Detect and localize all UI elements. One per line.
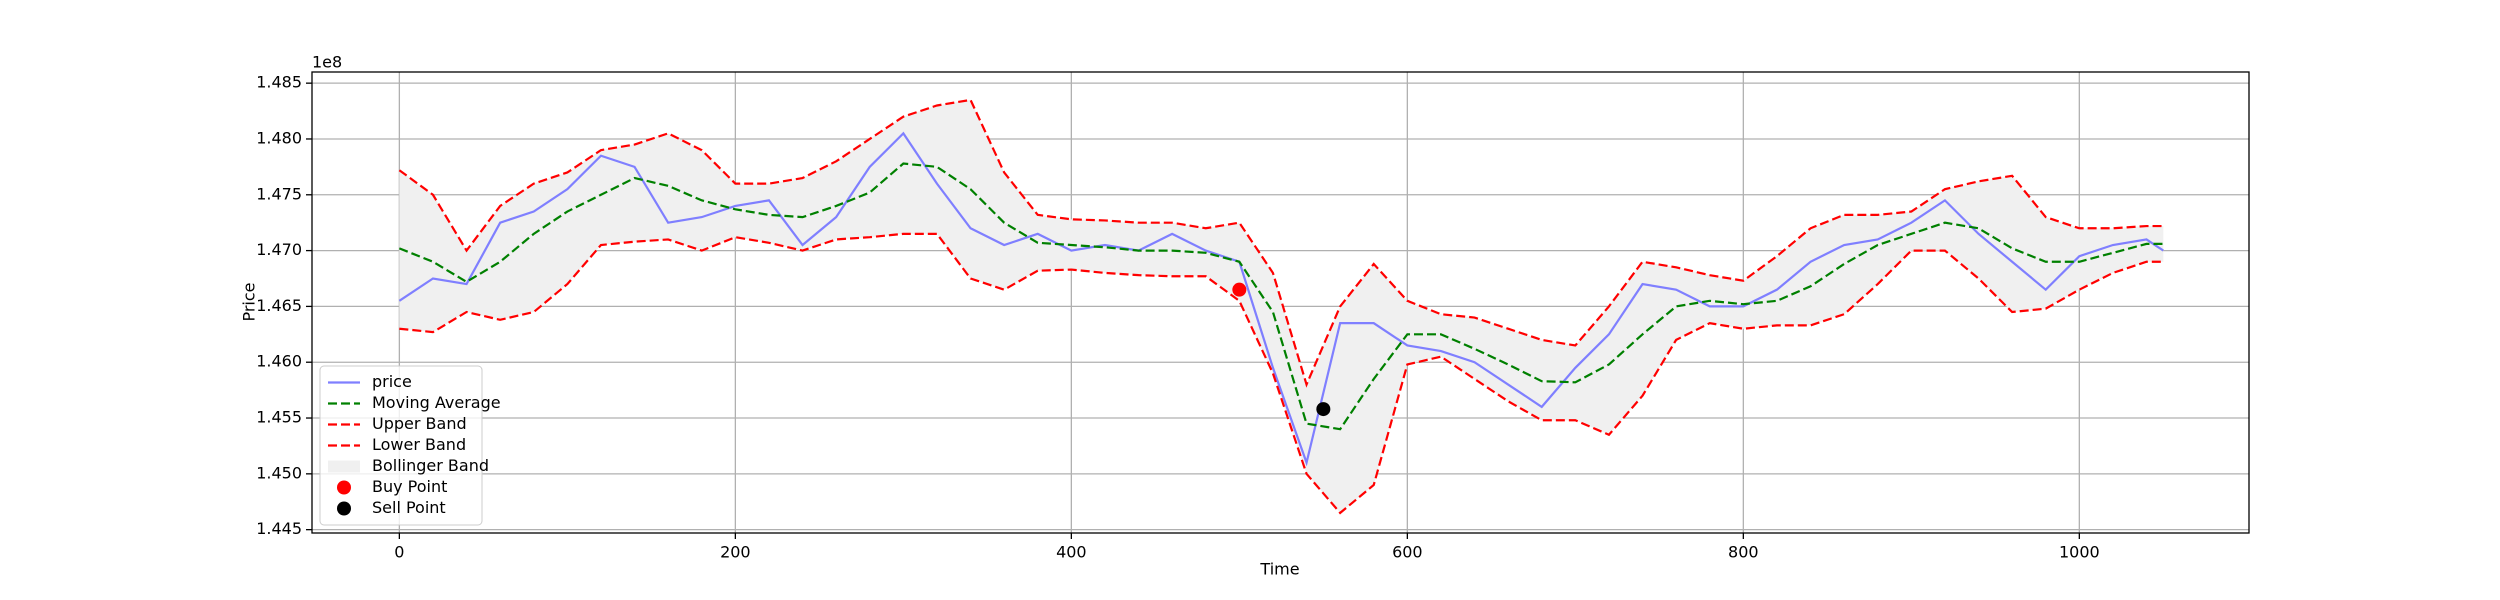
legend-label: Buy Point [372, 477, 447, 496]
legend-swatch [337, 501, 351, 516]
series-line [399, 232, 2164, 515]
x-tick-label: 800 [1728, 543, 1759, 562]
x-tick-label: 200 [720, 543, 751, 562]
x-tick-label: 0 [394, 543, 404, 562]
legend-label: Lower Band [372, 435, 466, 454]
legend-swatch [337, 480, 351, 495]
legend-label: price [372, 372, 412, 391]
series-line [398, 131, 2164, 467]
x-axis-label: Time [1259, 560, 1299, 579]
y-tick-label: 1.470 [256, 240, 302, 259]
legend-box [319, 365, 483, 526]
axes-frame [311, 71, 2250, 534]
y-tick-label: 1.450 [256, 463, 302, 482]
y-tick-label: 1.445 [256, 519, 302, 538]
y-tick-label: 1.485 [256, 73, 302, 92]
x-tick-label: 1000 [2059, 543, 2100, 562]
series-line [398, 162, 2164, 431]
x-tick-label: 600 [1392, 543, 1423, 562]
y-axis-label: Price [240, 282, 259, 321]
legend-label: Sell Point [372, 498, 446, 517]
y-tick-label: 1.475 [256, 184, 302, 203]
y-tick-label: 1.460 [256, 352, 302, 371]
legend-label: Bollinger Band [372, 456, 489, 475]
x-tick-label: 400 [1056, 543, 1087, 562]
legend-label: Moving Average [372, 393, 501, 412]
legend-label: Upper Band [372, 414, 467, 433]
offset-label: 1e8 [312, 53, 342, 72]
y-tick-label: 1.480 [256, 128, 302, 147]
series-line [398, 98, 2164, 388]
trade-point [1232, 282, 1247, 297]
trade-point [1316, 402, 1331, 417]
legend-swatch [328, 460, 360, 473]
y-tick-label: 1.455 [256, 408, 302, 427]
y-tick-label: 1.465 [256, 296, 302, 315]
